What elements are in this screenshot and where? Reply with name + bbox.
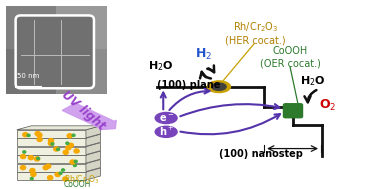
Circle shape bbox=[74, 149, 79, 153]
Polygon shape bbox=[17, 130, 86, 138]
Circle shape bbox=[155, 112, 177, 124]
Circle shape bbox=[62, 169, 64, 171]
Circle shape bbox=[68, 143, 73, 147]
FancyArrow shape bbox=[62, 103, 116, 130]
Circle shape bbox=[46, 164, 51, 168]
Polygon shape bbox=[86, 160, 100, 172]
Polygon shape bbox=[86, 126, 100, 138]
Circle shape bbox=[207, 81, 230, 93]
FancyArrowPatch shape bbox=[161, 93, 166, 109]
Circle shape bbox=[20, 166, 26, 170]
Polygon shape bbox=[86, 151, 100, 163]
Circle shape bbox=[63, 150, 68, 154]
Polygon shape bbox=[17, 172, 86, 180]
Text: (100) nanostep: (100) nanostep bbox=[219, 149, 303, 159]
Text: CoOOH: CoOOH bbox=[64, 180, 91, 189]
Circle shape bbox=[23, 151, 26, 153]
Polygon shape bbox=[17, 155, 86, 163]
Text: h$^+$: h$^+$ bbox=[158, 125, 174, 138]
FancyArrowPatch shape bbox=[169, 88, 209, 110]
Circle shape bbox=[37, 137, 42, 141]
Circle shape bbox=[55, 172, 60, 177]
Circle shape bbox=[37, 133, 42, 137]
Circle shape bbox=[212, 83, 226, 90]
Circle shape bbox=[66, 146, 71, 150]
Circle shape bbox=[66, 142, 69, 144]
Circle shape bbox=[48, 176, 53, 180]
FancyArrowPatch shape bbox=[200, 72, 211, 78]
Polygon shape bbox=[86, 168, 100, 180]
Text: H$_2$O: H$_2$O bbox=[301, 74, 326, 88]
Text: 50 nm: 50 nm bbox=[17, 73, 39, 79]
Circle shape bbox=[48, 139, 54, 143]
Text: CoOOH
(OER cocat.): CoOOH (OER cocat.) bbox=[260, 46, 321, 69]
Circle shape bbox=[30, 169, 35, 173]
Text: Rh/Cr$_2$O$_3$: Rh/Cr$_2$O$_3$ bbox=[64, 173, 100, 186]
Text: (100) plane: (100) plane bbox=[157, 80, 221, 90]
Circle shape bbox=[23, 133, 28, 137]
Circle shape bbox=[37, 157, 39, 160]
Circle shape bbox=[30, 177, 33, 180]
Circle shape bbox=[27, 134, 30, 136]
Polygon shape bbox=[17, 147, 86, 155]
Circle shape bbox=[57, 148, 60, 150]
Text: Rh/Cr$_2$O$_3$
(HER cocat.): Rh/Cr$_2$O$_3$ (HER cocat.) bbox=[225, 20, 286, 46]
Circle shape bbox=[63, 177, 68, 181]
Polygon shape bbox=[86, 134, 100, 146]
Text: e$^-$: e$^-$ bbox=[158, 112, 174, 123]
FancyArrowPatch shape bbox=[207, 65, 214, 72]
Circle shape bbox=[43, 166, 48, 170]
Circle shape bbox=[67, 134, 72, 138]
Text: H$_2$: H$_2$ bbox=[195, 47, 212, 62]
Circle shape bbox=[54, 147, 59, 151]
Text: O$_2$: O$_2$ bbox=[319, 98, 336, 113]
Circle shape bbox=[35, 157, 39, 161]
Circle shape bbox=[35, 132, 40, 136]
Polygon shape bbox=[17, 126, 100, 130]
Polygon shape bbox=[17, 163, 86, 172]
Circle shape bbox=[74, 160, 77, 163]
FancyArrowPatch shape bbox=[180, 104, 279, 116]
FancyArrowPatch shape bbox=[304, 90, 317, 102]
FancyBboxPatch shape bbox=[16, 15, 94, 88]
Circle shape bbox=[73, 164, 76, 167]
Circle shape bbox=[51, 143, 54, 145]
Polygon shape bbox=[86, 143, 100, 155]
Circle shape bbox=[31, 172, 36, 176]
Text: UV light: UV light bbox=[60, 88, 108, 133]
Circle shape bbox=[59, 172, 62, 174]
Text: H$_2$O: H$_2$O bbox=[148, 59, 173, 73]
FancyArrowPatch shape bbox=[180, 114, 280, 134]
Circle shape bbox=[70, 160, 75, 164]
FancyBboxPatch shape bbox=[283, 104, 302, 118]
Circle shape bbox=[20, 154, 26, 159]
Circle shape bbox=[155, 126, 177, 137]
Circle shape bbox=[28, 156, 33, 160]
Circle shape bbox=[48, 141, 54, 145]
Circle shape bbox=[72, 134, 75, 136]
Polygon shape bbox=[17, 138, 86, 146]
